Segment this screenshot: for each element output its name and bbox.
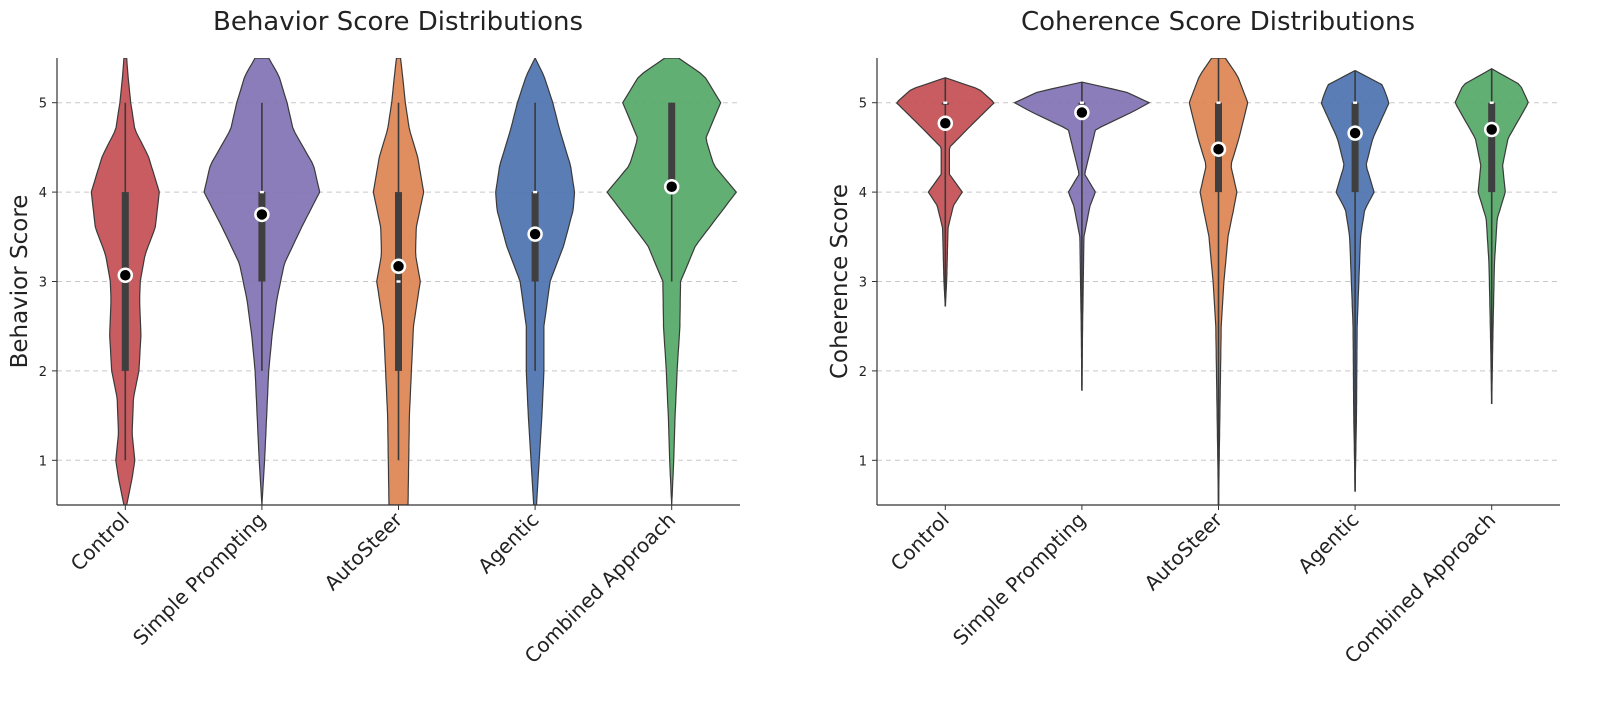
y-axis-label: Coherence Score [827, 184, 853, 379]
y-tick-label: 2 [39, 365, 47, 380]
mean-point-1 [1074, 104, 1090, 121]
iqr-box-1 [258, 192, 266, 282]
x-tick-label: Control [66, 508, 134, 576]
x-tick-label: Simple Prompting [128, 508, 270, 650]
mean-point-3 [527, 226, 543, 242]
median-mark-4 [1489, 101, 1494, 104]
x-tick-label: Agentic [473, 508, 544, 579]
mean-point-0 [117, 267, 134, 283]
x-tick-label: Combined Approach [520, 508, 681, 669]
plot-area [90, 58, 738, 505]
x-tick-label: AutoSteer [319, 507, 407, 595]
mean-point-4 [1483, 121, 1500, 138]
x-tick-label: Combined Approach [1340, 508, 1501, 669]
mean-point-1 [254, 206, 270, 223]
mean-point-2 [1210, 141, 1227, 157]
median-mark-1 [1079, 101, 1084, 104]
x-tick-label: Simple Prompting [948, 508, 1090, 650]
mean-point-0 [937, 115, 954, 132]
median-mark-2 [396, 280, 401, 283]
x-tick-label: Control [886, 508, 954, 576]
y-tick-label: 1 [859, 454, 867, 469]
y-tick-label: 4 [859, 186, 867, 201]
median-mark-0 [943, 101, 948, 104]
chart-title: Coherence Score Distributions [1021, 7, 1415, 37]
y-tick-label: 3 [39, 276, 47, 291]
y-tick-label: 4 [39, 186, 47, 201]
mean-point-4 [663, 178, 680, 195]
y-axis-label: Behavior Score [7, 195, 33, 369]
chart-panel-2: Coherence Score Distributions Coherence S… [827, 7, 1560, 668]
median-mark-2 [1216, 101, 1221, 104]
median-mark-3 [1353, 101, 1358, 104]
plot-area [895, 58, 1529, 505]
y-tick-label: 1 [39, 454, 47, 469]
x-tick-label: AutoSteer [1139, 507, 1227, 595]
mean-point-2 [390, 258, 407, 275]
chart-title: Behavior Score Distributions [213, 7, 583, 37]
mean-point-3 [1347, 125, 1363, 141]
median-mark-3 [533, 190, 538, 194]
iqr-box-4 [1488, 102, 1496, 193]
y-tick-label: 5 [859, 97, 867, 112]
iqr-box-4 [668, 102, 676, 193]
y-tick-label: 2 [859, 365, 867, 380]
x-tick-label: Agentic [1293, 508, 1364, 579]
iqr-box-3 [1351, 102, 1359, 193]
y-tick-label: 5 [39, 97, 47, 112]
y-tick-label: 3 [859, 276, 867, 291]
median-mark-1 [259, 190, 264, 194]
chart-panel-1: Behavior Score Distributions Behavior Sco… [7, 7, 740, 668]
